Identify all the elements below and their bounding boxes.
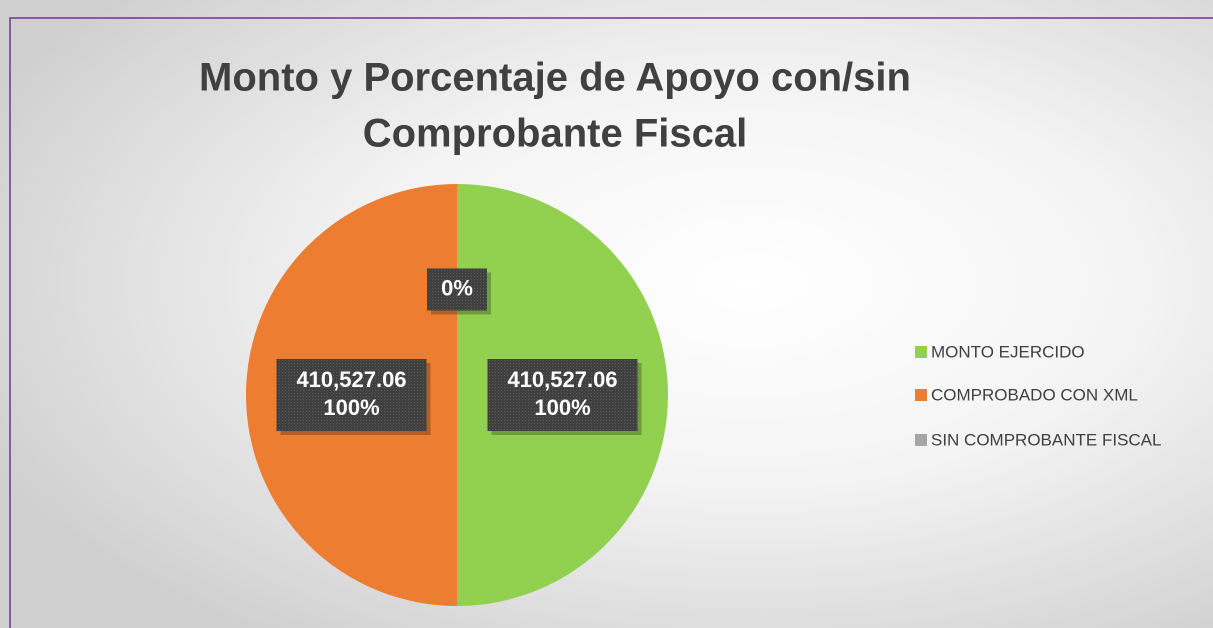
legend-label: COMPROBADO CON XML (931, 385, 1138, 404)
chart-title: Monto y Porcentaje de Apoyo con/sin (199, 56, 911, 100)
chart-title: Comprobante Fiscal (363, 112, 748, 156)
legend-swatch (915, 389, 927, 401)
frame (9, 17, 1213, 628)
label-box (487, 359, 638, 431)
data-label: 410,527.06 100% (507, 367, 617, 420)
data-label-line: 100% (323, 395, 379, 420)
legend-label: SIN COMPROBANTE FISCAL (931, 430, 1161, 449)
data-label: 410,527.06 100% (296, 367, 406, 420)
data-label-line: 0% (441, 275, 473, 300)
data-label: 0% (441, 275, 473, 300)
legend-label: MONTO EJERCIDO (931, 342, 1085, 361)
legend-swatch (915, 346, 927, 358)
data-label-line: 100% (534, 395, 590, 420)
data-label-line: 410,527.06 (507, 367, 617, 392)
label-box (427, 268, 487, 311)
label-box (276, 359, 427, 431)
data-label-line: 410,527.06 (296, 367, 406, 392)
legend-swatch (915, 434, 927, 446)
